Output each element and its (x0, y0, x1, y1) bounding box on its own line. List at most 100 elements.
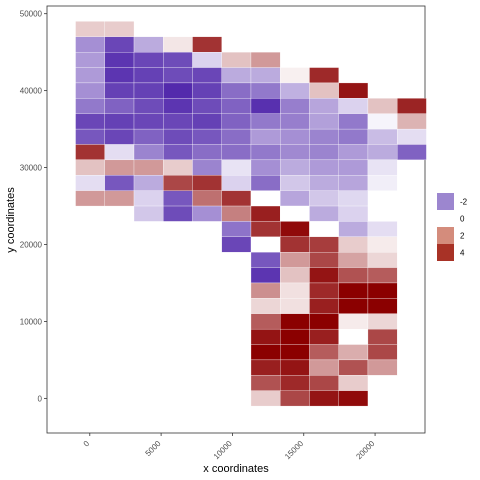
heatmap-tile (75, 159, 105, 176)
legend-key (437, 244, 454, 261)
heatmap-tile (309, 144, 339, 161)
heatmap-tile (338, 144, 369, 161)
y-axis: 0 10000 20000 30000 40000 50000 (20, 10, 47, 403)
legend-key (437, 193, 454, 210)
heatmap-tile (104, 67, 135, 84)
heatmap-tile (163, 190, 193, 207)
heatmap-tile (338, 313, 369, 330)
heatmap-tile (367, 98, 398, 114)
heatmap-tile (397, 98, 427, 114)
heatmap-tile (163, 205, 193, 222)
heatmap-tile (104, 113, 135, 130)
heatmap-tile (250, 205, 281, 222)
y-tick-label: 40000 (20, 87, 43, 96)
heatmap-tile (309, 298, 339, 314)
legend-label: 2 (460, 232, 465, 241)
heatmap-tile (250, 267, 281, 284)
heatmap-tile (250, 375, 281, 391)
heatmap-tile (221, 190, 252, 207)
heatmap-tile (309, 390, 339, 407)
heatmap-tile (192, 67, 222, 84)
heatmap-tile (338, 328, 369, 345)
heatmap-tile (221, 236, 252, 253)
heatmap-tile (280, 159, 310, 176)
heatmap-tile (104, 52, 135, 68)
heatmap-tile (163, 159, 193, 176)
heatmap-tile (221, 221, 252, 237)
heatmap-tile (192, 98, 222, 114)
heatmap-tile (221, 205, 252, 222)
heatmap-tile (367, 221, 398, 237)
heatmap-tile (250, 128, 281, 145)
heatmap-tile (280, 190, 310, 207)
heatmap-tile (309, 113, 339, 130)
heatmap-tile (192, 52, 222, 68)
x-axis-title: x coordinates (203, 463, 269, 475)
heatmap-tile (104, 159, 135, 176)
heatmap-tile (309, 359, 339, 376)
heatmap-tile (250, 390, 281, 407)
heatmap-tile (280, 82, 310, 99)
heatmap-tile (367, 175, 398, 191)
x-tick-label: 20000 (354, 439, 376, 461)
heatmap-tile (75, 67, 105, 84)
heatmap-tile (75, 82, 105, 99)
heatmap-tile (338, 221, 369, 237)
heatmap-tile (221, 175, 252, 191)
tile-layer (75, 21, 427, 407)
heatmap-tile (133, 190, 164, 207)
heatmap-tile (280, 236, 310, 253)
heatmap-tile (309, 190, 339, 207)
heatmap-tile (309, 328, 339, 345)
heatmap-tile (309, 267, 339, 284)
heatmap-tile (133, 82, 164, 99)
heatmap-tile (163, 128, 193, 145)
heatmap-tile (309, 175, 339, 191)
heatmap-tile (367, 144, 398, 161)
heatmap-tile (309, 205, 339, 222)
heatmap-tile (280, 144, 310, 161)
heatmap-tile (133, 36, 164, 53)
heatmap-tile (338, 175, 369, 191)
heatmap-tile (367, 159, 398, 176)
heatmap-tile (75, 36, 105, 53)
heatmap-tile (163, 113, 193, 130)
heatmap-tile (280, 175, 310, 191)
heatmap-tile (367, 344, 398, 361)
heatmap-tile (163, 67, 193, 84)
heatmap-tile (192, 175, 222, 191)
heatmap-tile (367, 236, 398, 253)
heatmap-tile (250, 344, 281, 361)
heatmap-tile (192, 113, 222, 130)
heatmap-tile (338, 82, 369, 99)
heatmap-tile (75, 175, 105, 191)
y-axis-title: y coordinates (5, 187, 17, 253)
heatmap-tile (367, 313, 398, 330)
heatmap-tile (75, 21, 105, 37)
heatmap-tile (221, 67, 252, 84)
heatmap-tile (104, 175, 135, 191)
heatmap-tile (367, 267, 398, 284)
heatmap-tile (309, 236, 339, 253)
heatmap-tile (367, 359, 398, 376)
heatmap-tile (75, 113, 105, 130)
heatmap-tile (280, 221, 310, 237)
heatmap-tile (133, 159, 164, 176)
heatmap-tile (163, 144, 193, 161)
heatmap-tile (309, 375, 339, 391)
heatmap-tile (338, 113, 369, 130)
x-tick-label: 0 (82, 439, 92, 449)
heatmap-tile (338, 128, 369, 145)
heatmap-tile (192, 82, 222, 99)
heatmap-tile (280, 205, 310, 222)
y-tick-label: 0 (38, 394, 43, 403)
heatmap-tile (367, 282, 398, 299)
heatmap-tile (250, 98, 281, 114)
heatmap-tile (133, 205, 164, 222)
x-axis: 0 5000 10000 15000 20000 (82, 433, 377, 461)
heatmap-tile (250, 144, 281, 161)
heatmap-tile (280, 67, 310, 84)
y-tick-label: 10000 (20, 317, 43, 326)
y-tick-label: 50000 (20, 10, 43, 19)
heatmap-tile (280, 113, 310, 130)
